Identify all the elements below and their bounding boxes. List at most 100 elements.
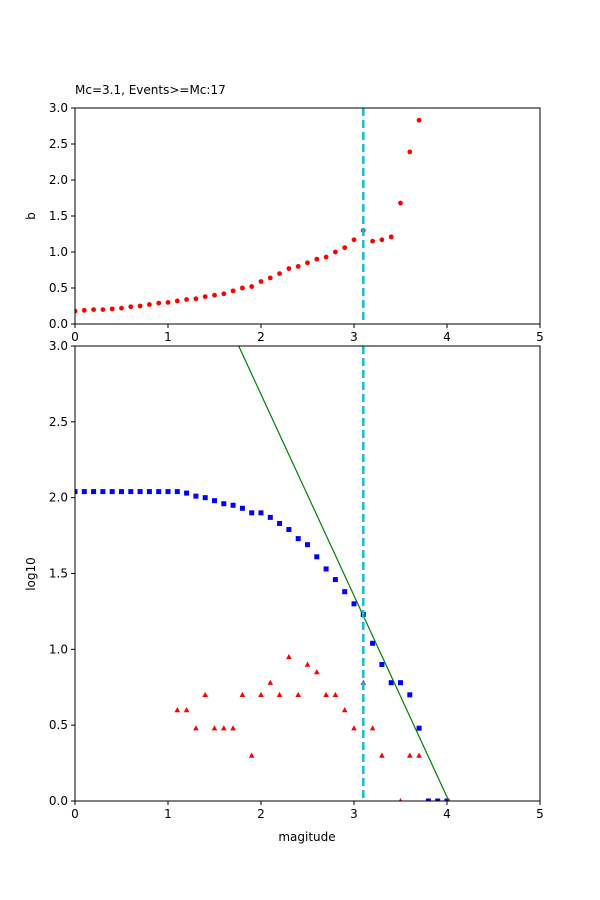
bottom-x-tick-label: 4 (443, 807, 451, 821)
bottom-cumulative-point (323, 566, 329, 572)
top-b-value-point (174, 298, 180, 304)
top-b-value-point (398, 200, 403, 206)
top-y-tick-label: 1.0 (49, 245, 68, 259)
bottom-cumulative-point (221, 501, 227, 507)
bottom-cumulative-point (75, 489, 78, 495)
bottom-noncumulative-point (304, 661, 311, 667)
top-b-value-point (249, 284, 255, 289)
top-x-tick-label: 4 (443, 330, 451, 344)
bottom-y-tick-label: 0.0 (49, 794, 68, 808)
bottom-cumulative-point (388, 680, 394, 686)
top-y-tick-label: 2.0 (49, 173, 68, 187)
top-b-value-point (258, 279, 264, 284)
top-b-value-point (147, 302, 152, 307)
top-b-value-point (193, 296, 199, 302)
bottom-cumulative-point (146, 489, 152, 495)
top-y-tick-label: 2.5 (49, 137, 68, 151)
bottom-cumulative-point (351, 601, 357, 607)
top-b-value-point (305, 260, 310, 266)
bottom-x-tick-label: 3 (350, 807, 358, 821)
bottom-cumulative-point (128, 489, 134, 495)
bottom-noncumulative-point (379, 752, 385, 758)
bottom-cumulative-point (249, 510, 255, 516)
bottom-cumulative-point (286, 527, 292, 533)
bottom-y-tick-label: 2.0 (49, 491, 68, 505)
bottom-cumulative-point (137, 489, 143, 495)
bottom-noncumulative-point (286, 653, 292, 660)
bottom-noncumulative-point (267, 679, 274, 685)
top-b-value-point (333, 249, 338, 255)
top-b-value-point (212, 292, 217, 298)
top-b-value-point (342, 245, 348, 251)
bottom-x-tick-label: 2 (257, 807, 265, 821)
top-y-tick-label: 3.0 (49, 101, 68, 115)
bottom-cumulative-point (193, 493, 199, 499)
top-b-value-point (119, 305, 124, 311)
top-data-layer (75, 117, 422, 314)
bottom-cumulative-point (267, 514, 273, 520)
top-b-value-point (277, 271, 282, 276)
top-b-value-point (156, 300, 162, 306)
top-b-value-point (323, 254, 329, 260)
bottom-y-axis-label: log10 (24, 557, 38, 591)
bottom-cumulative-point (165, 489, 171, 495)
bottom-noncumulative-point (398, 798, 403, 801)
bottom-noncumulative-point (183, 707, 190, 713)
top-b-value-point (370, 238, 375, 244)
top-x-tick-label: 1 (164, 330, 172, 344)
bottom-cumulative-point (202, 495, 208, 501)
bottom-x-axis-label: magitude (278, 830, 335, 844)
top-b-value-point (128, 304, 134, 310)
top-y-tick-label: 0.5 (49, 281, 68, 295)
bottom-noncumulative-point (174, 707, 181, 713)
top-b-value-point (165, 300, 171, 305)
bottom-noncumulative-point (202, 691, 208, 698)
bottom-cumulative-point (305, 542, 310, 548)
top-b-value-point (221, 291, 227, 297)
bottom-cumulative-point (230, 502, 236, 508)
bottom-cumulative-point (398, 680, 403, 686)
top-b-value-point (407, 149, 413, 155)
bottom-fit-line (238, 346, 450, 801)
bottom-cumulative-point (258, 510, 264, 516)
top-b-value-point (240, 285, 245, 291)
top-b-value-point (202, 294, 208, 300)
top-b-value-point (267, 275, 273, 281)
top-b-value-point (379, 237, 385, 243)
bottom-noncumulative-point (258, 691, 264, 698)
bottom-cumulative-point (184, 490, 190, 496)
bottom-cumulative-point (407, 692, 413, 698)
bottom-cumulative-point (295, 536, 301, 542)
bottom-cumulative-point (239, 505, 245, 511)
bottom-cumulative-point (174, 489, 180, 495)
frequency-magnitude-panel: 0 1 2 3 4 5 0.0 0.5 1.0 1.5 2.0 2.5 3.0 log10 magitu… (24, 339, 544, 844)
bottom-noncumulative-point (416, 752, 422, 758)
bottom-x-tick-label: 0 (71, 807, 79, 821)
b-value-plot-area: 0 1 2 3 4 5 0.0 0.5 1.0 1.5 2.0 2.5 3.0 (49, 101, 544, 344)
top-b-value-point (100, 307, 106, 312)
bottom-y-tick-label: 0.5 (49, 718, 68, 732)
top-b-value-point (230, 288, 236, 294)
bottom-noncumulative-point (332, 691, 339, 698)
bottom-noncumulative-point (295, 691, 301, 698)
top-y-tick-label: 1.5 (49, 209, 68, 223)
bottom-cumulative-point (342, 589, 348, 595)
bottom-x-tick-label: 1 (164, 807, 172, 821)
bottom-data-layer (75, 346, 450, 801)
top-chart-title: Mc=3.1, Events>=Mc:17 (75, 83, 226, 97)
top-x-tick-label: 3 (350, 330, 358, 344)
bottom-cumulative-point (435, 798, 441, 801)
top-b-value-point (351, 237, 357, 243)
bottom-noncumulative-point (369, 725, 376, 731)
bottom-y-tick-label: 3.0 (49, 339, 68, 353)
frequency-magnitude-plot-area: 0 1 2 3 4 5 0.0 0.5 1.0 1.5 2.0 2.5 3.0 (49, 339, 544, 821)
bottom-cumulative-point (370, 640, 376, 646)
bottom-x-tick-label: 5 (536, 807, 544, 821)
top-b-value-point (388, 234, 394, 240)
top-b-value-point (295, 264, 301, 269)
bottom-noncumulative-point (221, 725, 227, 731)
bottom-y-tick-label: 2.5 (49, 415, 68, 429)
bottom-noncumulative-point (193, 725, 199, 731)
